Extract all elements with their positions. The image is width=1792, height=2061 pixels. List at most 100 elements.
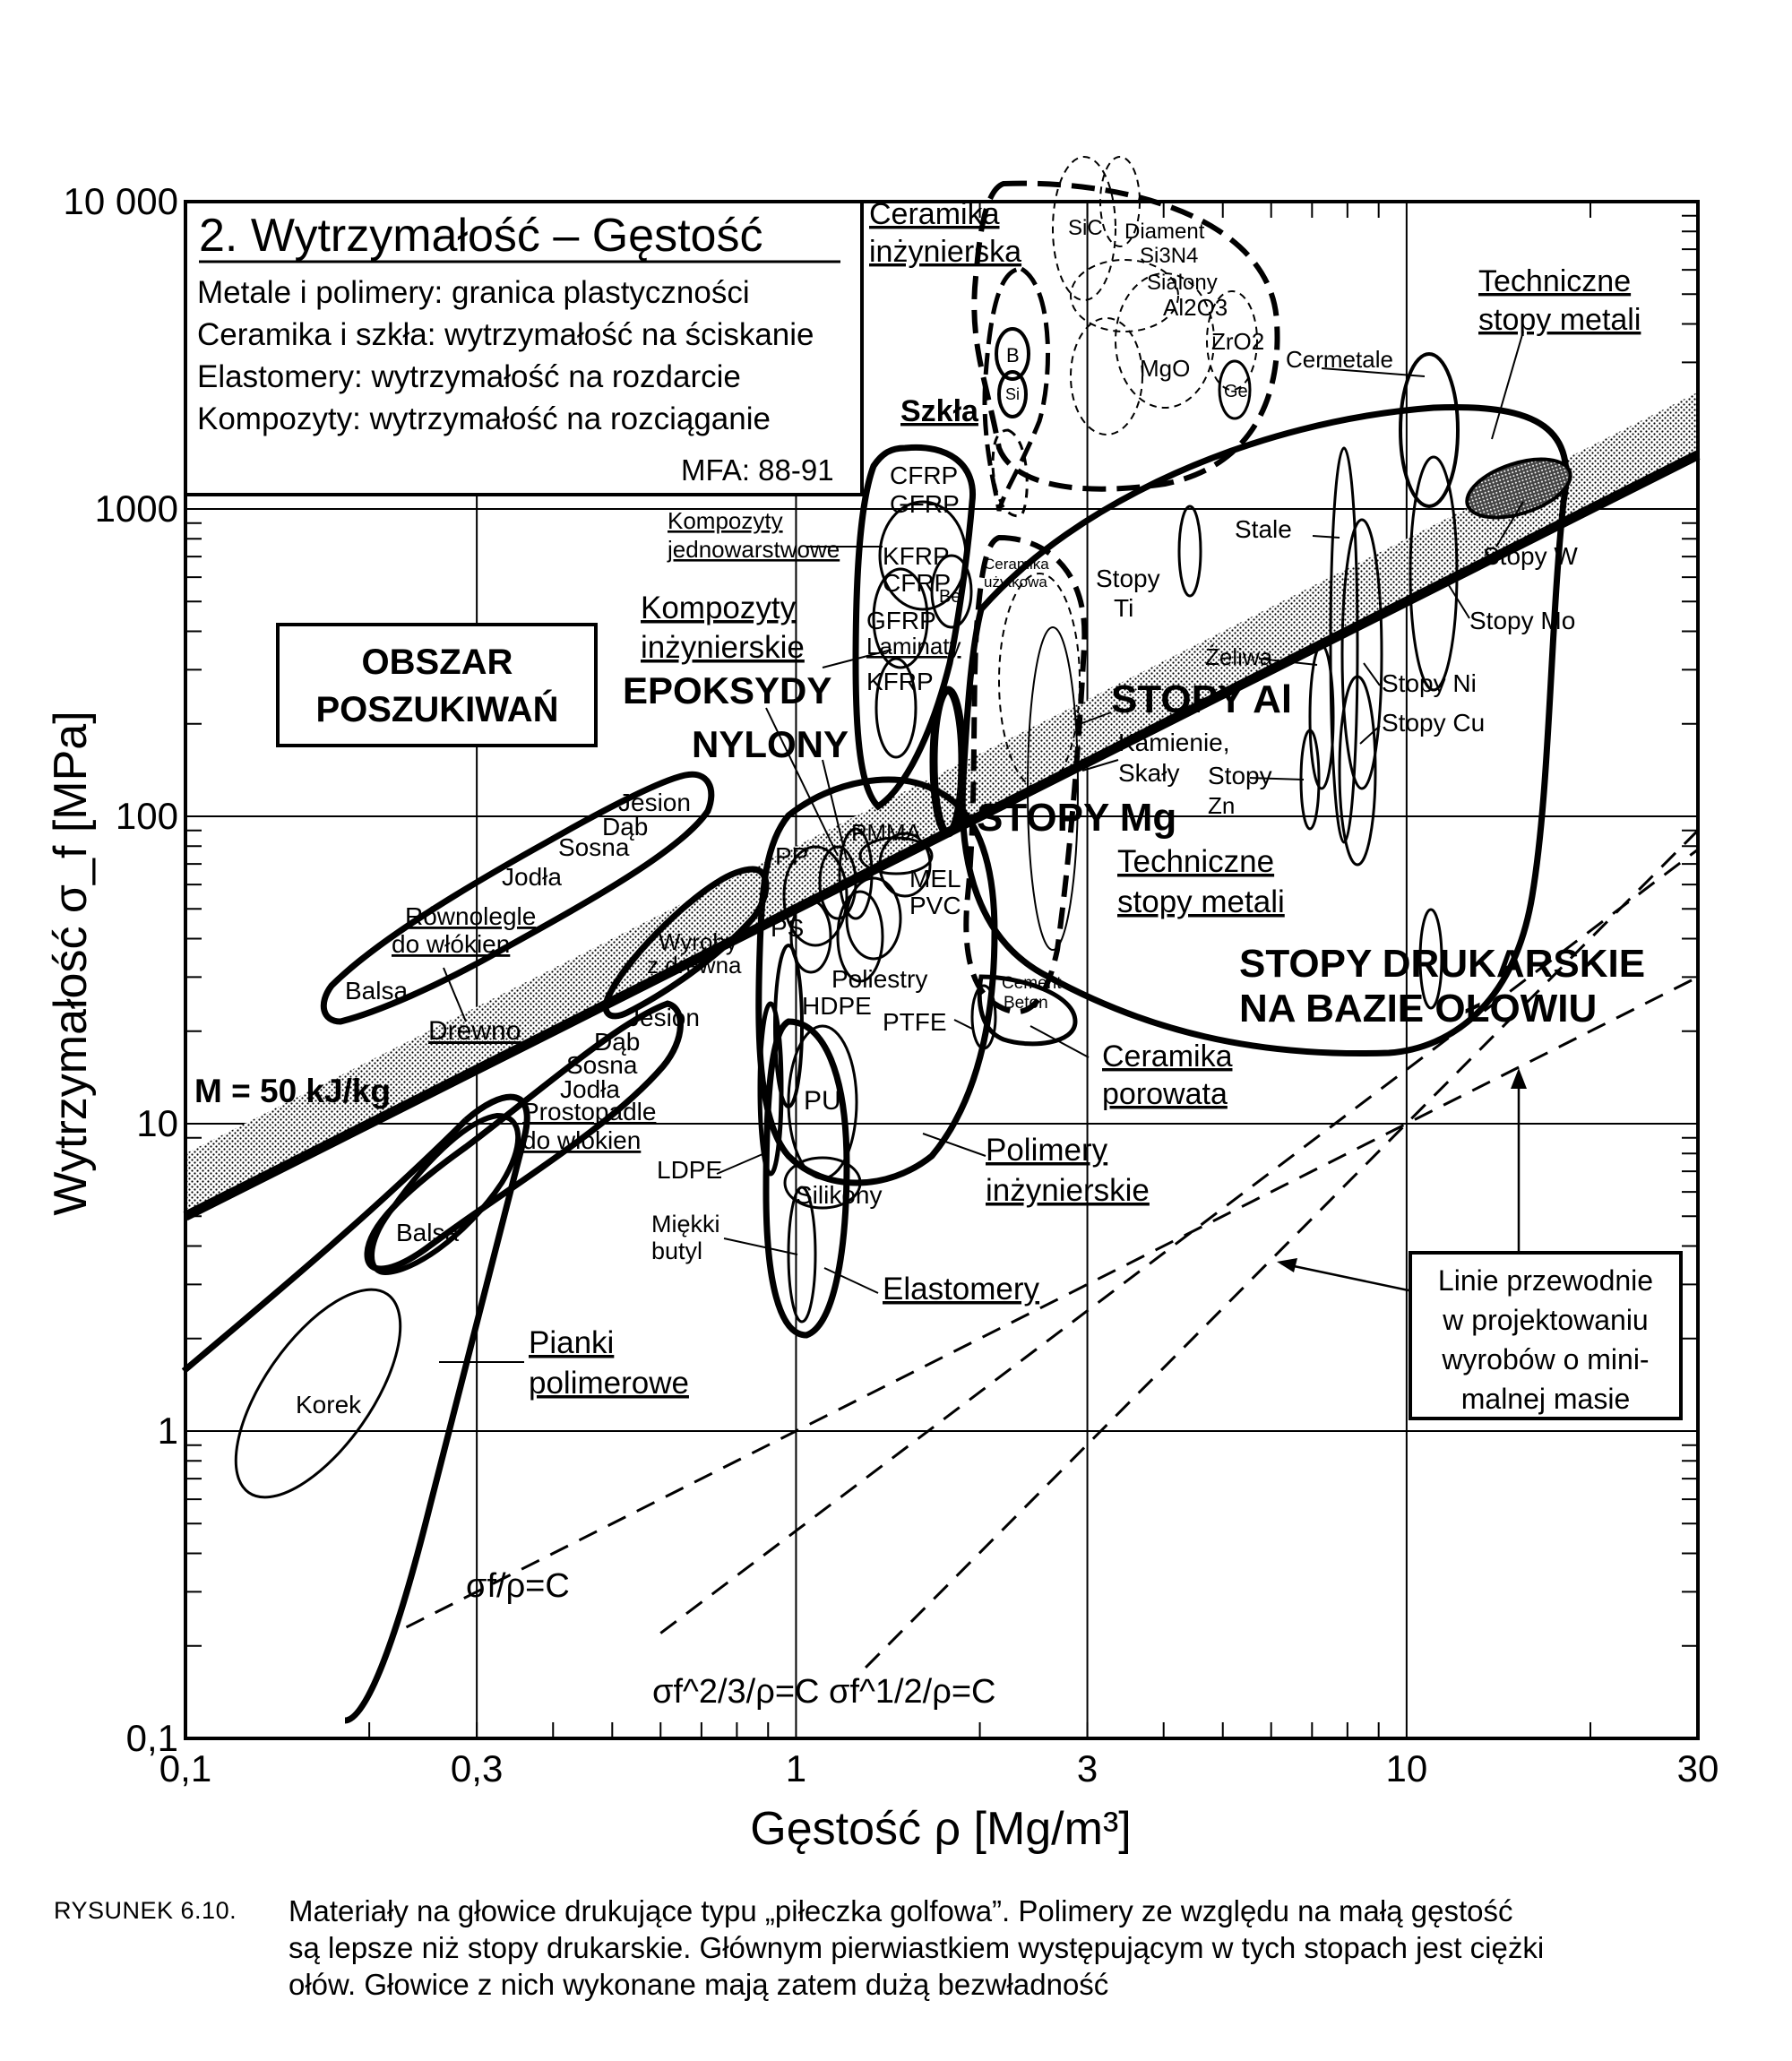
label-cfrp-top-1: CFRP xyxy=(890,461,958,489)
label-jodla-top: Jodła xyxy=(502,863,562,891)
label-kamienie-2: Skały xyxy=(1118,759,1179,787)
label-sosna-top: Sosna xyxy=(558,833,630,861)
plot-frame xyxy=(184,200,1700,1740)
label-kerp: KFRP xyxy=(883,542,950,570)
label-stopy-druk-2: NA BAZIE OŁOWIU xyxy=(1239,987,1597,1030)
label-jesion-low: Jesion xyxy=(627,1004,700,1031)
label-rownolegle-2: do włókien xyxy=(392,930,510,958)
wyroby-z-drewna-outline xyxy=(602,866,770,1020)
label-silikony: Silikony xyxy=(796,1181,882,1209)
label-rownolegle-1: Równolegle xyxy=(405,902,536,930)
kamienie-outline xyxy=(1027,626,1079,951)
ptfe-outline xyxy=(970,984,997,1050)
search-area-label-1: OBSZAR xyxy=(362,642,513,682)
label-ceramika-uzytk-2: użytkowa xyxy=(984,573,1047,591)
caption-line-2: są lepsze niż stopy drukarskie. Głównym … xyxy=(289,1931,1545,1964)
si-outline xyxy=(997,370,1028,418)
epoksydy-outline xyxy=(838,827,874,920)
label-jodla-low: Jodła xyxy=(560,1075,620,1103)
subtitle-line-4: Kompozyty: wytrzymałość na rozciąganie xyxy=(197,401,771,436)
label-balsa-top: Balsa xyxy=(345,977,408,1005)
region-elastomery xyxy=(762,1018,850,1339)
label-techniczne-top-2: stopy metali xyxy=(1478,303,1641,337)
stale-outline xyxy=(1329,446,1359,844)
label-stopy-zn-2: Zn xyxy=(1208,792,1235,819)
label-polimery-inz-2: inżynierskie xyxy=(986,1173,1150,1208)
y-axis-label: Wytrzymałość σ_f [MPa] xyxy=(45,711,97,1215)
label-jesion-top: Jesion xyxy=(618,789,691,816)
band-line xyxy=(183,450,1701,1221)
label-ceramika-por-2: porowata xyxy=(1102,1077,1228,1111)
region-ceramika-inzynierska xyxy=(971,180,1280,492)
label-miekki-2: butyl xyxy=(651,1237,702,1264)
sic-outline xyxy=(1052,156,1116,301)
stopy-ni-outline xyxy=(1340,518,1383,790)
guide-box-line-4: malnej masie xyxy=(1461,1383,1631,1415)
label-dab-low: Dąb xyxy=(594,1028,640,1056)
search-area-box xyxy=(276,623,598,747)
label-zeliwa: Żeliwa xyxy=(1205,643,1273,670)
x-tick-label: 3 xyxy=(1077,1747,1098,1789)
figure-caption: RYSUNEK 6.10. Materiały na głowice druku… xyxy=(54,1893,1756,2003)
label-techniczne-mid-2: stopy metali xyxy=(1117,884,1285,919)
guide-line-1 xyxy=(405,976,1699,1629)
label-ceramika-uzytk-1: Ceramika xyxy=(984,556,1049,573)
region-polimery-inzynierskie xyxy=(755,776,998,1186)
guide-box-line-2: w projektowaniu xyxy=(1442,1304,1648,1336)
y-tick-label: 100 xyxy=(116,795,178,837)
leader-lines xyxy=(439,331,1524,1363)
guide-formula-3: σf^1/2/ρ=C xyxy=(829,1673,995,1711)
label-nylony: NYLONY xyxy=(692,723,849,765)
y-tick-label: 1 xyxy=(158,1410,178,1452)
label-zro2: ZrO2 xyxy=(1211,328,1264,355)
label-kamienie-1: Kamienie, xyxy=(1118,729,1230,756)
label-miekki-1: Miękki xyxy=(651,1211,720,1237)
mgo-outline xyxy=(1070,317,1143,435)
cermetale-outline xyxy=(1399,352,1460,508)
region-techniczne-stopy-metali xyxy=(959,403,1570,1056)
y-tick-label: 10 xyxy=(136,1102,178,1144)
label-stopy-zn-1: Stopy xyxy=(1208,762,1272,789)
ps-outline xyxy=(789,899,832,974)
label-diament: Diament xyxy=(1124,220,1205,244)
stopy-ti-outline xyxy=(1177,504,1202,598)
label-cermetale: Cermetale xyxy=(1286,346,1393,373)
label-al2o3: Al2O3 xyxy=(1163,294,1228,321)
region-pianki-polimerowe xyxy=(181,1093,530,1724)
label-pianki-2: polimerowe xyxy=(529,1366,689,1401)
poliestry-outline xyxy=(836,890,884,983)
label-stopy-ti-2: Ti xyxy=(1114,594,1133,622)
label-mgo: MgO xyxy=(1140,355,1190,382)
region-kompozyty xyxy=(852,444,977,811)
label-si: Si xyxy=(1005,385,1020,403)
sialony-outline xyxy=(1070,259,1179,332)
guide-formula-1: σf/ρ=C xyxy=(466,1567,570,1605)
label-ceramika-por-1: Ceramika xyxy=(1102,1039,1233,1074)
caption-line-3: ołów. Głowice z nich wykonane mają zatem… xyxy=(289,1968,1109,2001)
ldpe-outline xyxy=(757,1001,784,1177)
region-drewno-rownolegle xyxy=(320,771,715,1025)
label-stopy-al: STOPY Al xyxy=(1111,677,1292,721)
nylony-outline xyxy=(818,845,857,920)
performance-band xyxy=(185,392,1698,1213)
silikony-outline xyxy=(783,1156,862,1210)
pp-outline xyxy=(782,845,849,947)
zeliwa-outline xyxy=(1308,643,1335,790)
label-stopy-mo: Stopy Mo xyxy=(1469,607,1575,634)
label-kompozyty-jedn-1: Kompozyty xyxy=(668,507,783,534)
y-tick-label: 0,1 xyxy=(126,1717,178,1759)
label-si3n4: Si3N4 xyxy=(1140,244,1198,268)
label-sosna-low: Sosna xyxy=(566,1051,638,1079)
label-gfrp-lam-1: GFRP xyxy=(866,607,936,634)
label-ps: PS xyxy=(771,914,804,942)
stopy-cu-outline xyxy=(1338,675,1377,867)
b-outline xyxy=(995,327,1030,381)
label-b: B xyxy=(1006,344,1020,366)
search-area-label-2: POSZUKIWAŃ xyxy=(315,689,558,729)
ge-outline xyxy=(1218,359,1252,420)
label-poliestry: Poliestry xyxy=(831,965,927,993)
y-tick-label: 10 000 xyxy=(64,180,178,222)
label-ge: Ge xyxy=(1224,382,1248,401)
label-dab-top: Dąb xyxy=(602,813,648,841)
label-kfrp-low: KFRP xyxy=(866,668,934,695)
